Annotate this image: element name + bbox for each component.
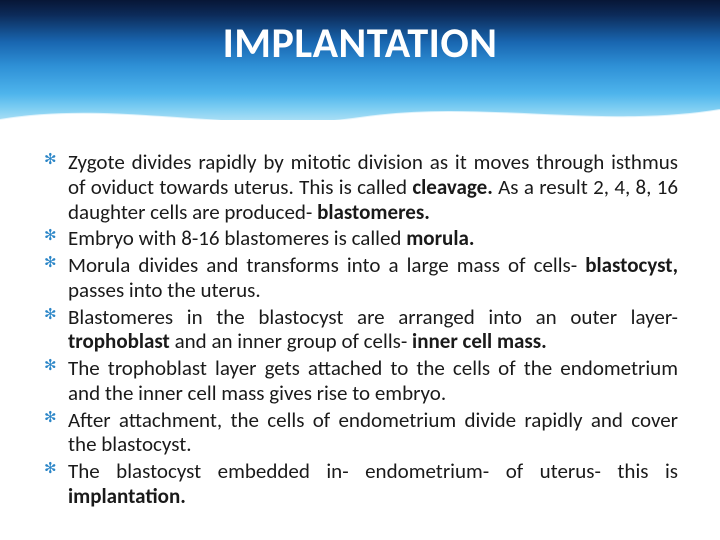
bullet-bold: blastomeres. xyxy=(317,199,430,225)
list-item: The trophoblast layer gets attached to t… xyxy=(42,356,678,406)
bullet-bold: trophoblast xyxy=(68,328,170,354)
list-item: Zygote divides rapidly by mitotic divisi… xyxy=(42,150,678,224)
list-item: Morula divides and transforms into a lar… xyxy=(42,253,678,303)
slide: IMPLANTATION Zygote divides rapidly by m… xyxy=(0,0,720,540)
bullet-text: After attachment, the cells of endometri… xyxy=(68,407,678,458)
bullet-bold: implantation. xyxy=(68,483,186,509)
bullet-bold: cleavage. xyxy=(412,174,493,200)
list-item: The blastocyst embedded in- endometrium-… xyxy=(42,459,678,509)
bullet-bold: morula. xyxy=(406,225,474,251)
bullet-text: passes into the uterus. xyxy=(68,277,261,303)
bullet-text: The blastocyst embedded in- endometrium-… xyxy=(68,458,678,484)
bullet-text: Embryo with 8-16 blastomeres is called xyxy=(68,225,406,251)
bullet-text: Morula divides and transforms into a lar… xyxy=(68,252,585,278)
bullet-bold: blastocyst, xyxy=(585,252,678,278)
bullet-text: and an inner group of cells- xyxy=(170,328,412,354)
bullet-text: The trophoblast layer gets attached to t… xyxy=(68,355,678,406)
list-item: After attachment, the cells of endometri… xyxy=(42,408,678,458)
bullet-list: Zygote divides rapidly by mitotic divisi… xyxy=(42,150,678,509)
content-area: Zygote divides rapidly by mitotic divisi… xyxy=(42,150,678,510)
list-item: Embryo with 8-16 blastomeres is called m… xyxy=(42,226,678,251)
slide-title: IMPLANTATION xyxy=(0,18,720,69)
bullet-bold: inner cell mass. xyxy=(412,328,547,354)
bullet-text: Blastomeres in the blastocyst are arrang… xyxy=(68,304,678,330)
list-item: Blastomeres in the blastocyst are arrang… xyxy=(42,305,678,355)
title-container: IMPLANTATION xyxy=(0,18,720,69)
